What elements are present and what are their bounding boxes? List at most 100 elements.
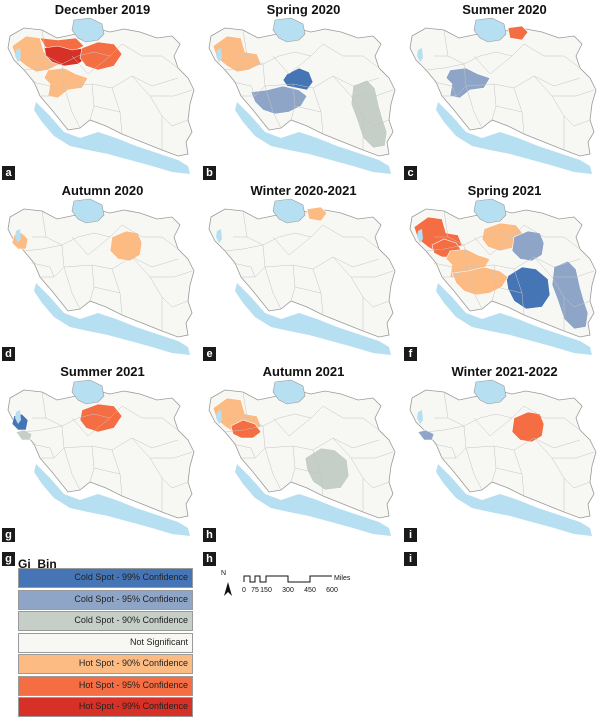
panel-title: Winter 2020-2021 <box>250 183 357 198</box>
province-border <box>473 236 513 256</box>
province-border <box>264 256 380 270</box>
caspian-sea <box>71 17 105 43</box>
map-panel-c: Summer 2020 c <box>404 0 605 180</box>
iran-map <box>7 17 195 174</box>
province-border <box>121 405 179 431</box>
province-border <box>294 105 322 113</box>
legend-label: Cold Spot - 90% Confidence <box>74 615 188 625</box>
province-border <box>465 85 483 129</box>
province-border <box>63 437 179 451</box>
province-border <box>63 75 179 89</box>
province-border <box>93 105 121 113</box>
province-border <box>523 405 581 431</box>
iran-map <box>409 198 597 355</box>
iran-map <box>7 198 195 355</box>
map-panel-h: Autumn 2021 h <box>203 362 404 542</box>
region-fars-south <box>250 85 308 115</box>
province-border <box>272 417 312 437</box>
province-border <box>264 85 282 129</box>
legend-label: Hot Spot - 95% Confidence <box>78 679 188 690</box>
lake-urmia <box>417 410 423 424</box>
province-border <box>433 262 457 278</box>
panel-letter: g <box>2 552 15 566</box>
province-border <box>121 224 179 250</box>
panel-title: Summer 2020 <box>462 2 547 17</box>
province-border <box>264 437 380 451</box>
region-east-south-khorasan <box>109 230 143 262</box>
province-border <box>150 89 193 97</box>
persian-gulf <box>436 283 592 355</box>
province-border <box>442 425 467 459</box>
scale-tick-label: 600 <box>326 587 338 594</box>
panel-title: Autumn 2020 <box>61 183 144 198</box>
province-border <box>465 256 581 270</box>
region-fars-south <box>451 266 509 296</box>
legend-swatch <box>18 611 193 631</box>
legend-label: Cold Spot - 95% Confidence <box>74 593 188 604</box>
legend-swatch <box>18 654 193 674</box>
province-border <box>71 236 111 256</box>
province-border <box>272 236 312 256</box>
province-border <box>322 405 380 431</box>
province-border <box>495 286 523 294</box>
province-border <box>495 105 523 113</box>
region-yazd-center <box>282 67 314 91</box>
persian-gulf <box>235 283 391 355</box>
legend-label: Cold Spot - 99% Confidence <box>74 572 188 582</box>
province-border <box>425 63 465 71</box>
legend-label: Not Significant <box>129 636 188 647</box>
region-sistan-east <box>551 260 589 330</box>
scale-tick-label: 300 <box>282 587 294 594</box>
caspian-sea <box>272 17 306 43</box>
scale-tick-label: 75 <box>251 587 259 594</box>
province-border <box>63 256 179 270</box>
province-border <box>351 451 394 459</box>
province-border <box>272 55 312 75</box>
caspian-sea <box>473 198 507 224</box>
province-border <box>433 81 457 97</box>
panel-letter: a <box>2 166 15 180</box>
lake-urmia <box>15 410 21 424</box>
iran-map <box>208 198 396 355</box>
province-border <box>23 244 63 252</box>
province-border <box>351 270 394 278</box>
panel-title: December 2019 <box>54 2 151 17</box>
panel-title: Summer 2021 <box>60 364 145 379</box>
iran-map <box>208 379 396 536</box>
legend-swatch <box>18 632 193 653</box>
region-isfahan-center <box>43 67 89 99</box>
province-border <box>322 224 380 250</box>
scale-tick-label: 450 <box>304 587 316 594</box>
panel-letter: e <box>203 347 216 361</box>
panel-letter: g <box>2 528 15 542</box>
province-border <box>71 55 111 75</box>
province-border <box>495 467 523 475</box>
region-north-khorasan <box>306 206 328 222</box>
scale-bar: N 0 75 150 300 450 600 Miles <box>218 568 388 608</box>
region-ilam-west <box>417 429 435 441</box>
province-border <box>241 63 266 97</box>
province-border <box>264 75 380 89</box>
panel-letter: h <box>203 528 216 542</box>
province-border <box>31 262 55 278</box>
province-border <box>63 266 81 310</box>
province-border <box>473 55 513 75</box>
province-border <box>433 443 457 459</box>
legend-item: Cold Spot - 90% Confidence <box>18 611 193 631</box>
map-panel-i: Winter 2021-2022 i <box>404 362 605 542</box>
lake-urmia <box>216 410 222 424</box>
scale-bar-graphic: N 0 75 150 300 450 600 Miles <box>221 570 351 596</box>
province-border <box>63 447 81 491</box>
province-border <box>465 437 581 451</box>
region-west-central <box>230 419 262 439</box>
map-panel-b: Spring 2020 b <box>203 0 404 180</box>
map-panel-g: Summer 2021 g <box>2 362 203 542</box>
map-panel-a: December 2019 a <box>2 0 203 180</box>
persian-gulf <box>34 464 190 536</box>
province-border <box>150 451 193 459</box>
province-border <box>294 286 322 294</box>
panel-title: Spring 2021 <box>467 183 542 198</box>
iran-map <box>7 379 195 536</box>
north-arrow-icon <box>224 582 232 596</box>
province-border <box>294 467 322 475</box>
